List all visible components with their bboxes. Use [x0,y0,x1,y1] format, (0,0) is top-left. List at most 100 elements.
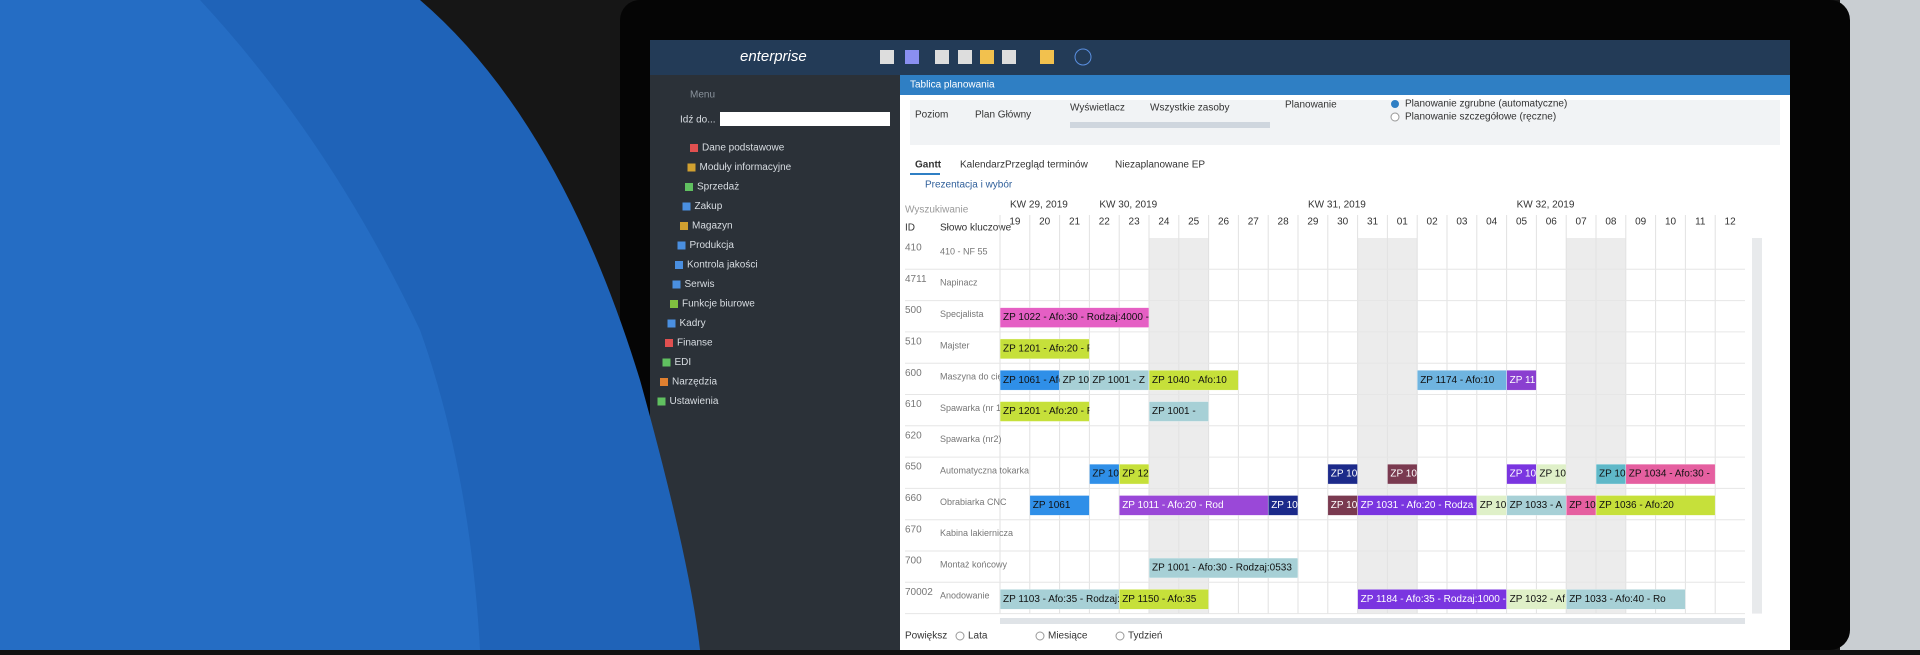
task-bar[interactable] [1149,401,1209,422]
task-bar[interactable] [1357,495,1477,516]
task-bar[interactable] [1000,401,1090,422]
radio[interactable] [1390,112,1400,122]
task[interactable]: ZP 1184 - Afo:35 - Rodzaj:1000 - Sw [1357,589,1524,610]
task[interactable]: ZP 10 [1596,464,1626,485]
task-bar[interactable] [1119,495,1269,516]
menu-item[interactable]: Kontrola jakości [687,260,758,271]
task[interactable]: ZP 1061 - Afo [1000,370,1064,391]
task-bar[interactable] [1357,589,1507,610]
task[interactable]: ZP 10 [1387,464,1418,485]
task-bar[interactable] [1000,338,1090,359]
task-bar[interactable] [1476,495,1507,516]
radio[interactable] [955,631,965,641]
task[interactable]: ZP 1016 [1268,495,1309,516]
task[interactable]: ZP 1001 - Afo:30 - Rodzaj:0533 [1149,558,1298,578]
task[interactable]: ZP 10 [1536,464,1567,485]
task[interactable]: ZP 1034 [1566,495,1607,516]
task[interactable]: ZP 1033 - Afo:40 - Ro [1566,589,1686,610]
task[interactable]: ZP 1027 [1327,495,1369,516]
task[interactable]: ZP 11 [1506,370,1537,391]
menu-item[interactable]: Serwis [685,279,715,290]
task-bar[interactable] [1119,464,1149,485]
search-box[interactable] [720,112,890,126]
task[interactable]: ZP 1001 - Z [1089,370,1150,391]
menu-item[interactable]: EDI [675,357,692,368]
task-bar[interactable] [1417,370,1507,391]
section-title[interactable]: Prezentacja i wybór [925,180,1013,191]
task[interactable]: ZP 1001 - [1149,401,1209,422]
radio[interactable] [1391,100,1399,108]
task-bar[interactable] [1625,464,1716,485]
task[interactable]: ZP 1201 - Afo:20 - Rodzaj:10 [1000,401,1132,422]
task[interactable]: ZP 1032 - Af [1506,589,1567,610]
menu-item[interactable]: Narzędzia [672,377,717,388]
menu-item[interactable]: Ustawienia [670,396,719,407]
menu-item[interactable]: Finanse [677,338,713,349]
task[interactable]: ZP 1033 - A [1506,495,1567,516]
task[interactable]: ZP 10 [1506,464,1537,485]
task[interactable]: ZP 1201 - Afo:20 - Rodzaj:10 [1000,338,1132,359]
task-bar[interactable] [1149,558,1298,578]
task-bar[interactable] [1506,370,1537,391]
task[interactable]: ZP 1022 - Afo:30 - Rodzaj:4000 - Sw [1000,307,1166,328]
task-bar[interactable] [1029,495,1090,516]
task-bar[interactable] [1596,495,1716,516]
task[interactable]: ZP 10 [1327,464,1358,485]
menu-item[interactable]: Produkcja [690,240,735,251]
view-tab[interactable]: Gantt [915,160,942,171]
task[interactable]: ZP 1034 - Afo:30 - [1625,464,1716,485]
task-bar[interactable] [1089,370,1150,391]
task[interactable]: ZP 1031 - Afo:20 - Rodza [1357,495,1477,516]
task[interactable]: ZP 1150 - Afo:35 [1119,589,1209,610]
menu-item[interactable]: Zakup [695,201,723,212]
task-bar[interactable] [1566,589,1686,610]
task[interactable]: ZP 1174 - Afo:10 [1417,370,1507,391]
task-bar[interactable] [1059,370,1090,391]
radio[interactable] [1115,631,1125,641]
task-bar[interactable] [1000,589,1120,610]
task-bar[interactable] [1536,464,1567,485]
task-bar[interactable] [1596,464,1626,485]
view-tab[interactable]: Przegląd terminów [1005,160,1089,171]
radio-label[interactable]: Lata [968,631,988,642]
task[interactable]: ZP 1036 - Afo:20 [1596,495,1716,516]
task[interactable]: ZP 1032 [1476,495,1518,516]
task[interactable]: ZP 10 [1089,464,1120,485]
task[interactable]: ZP 1040 - Afo:10 [1149,370,1239,391]
task[interactable]: ZP 1103 - Afo:35 - Rodzaj:1000 - Sw [1000,589,1166,610]
menu-item[interactable]: Magazyn [692,221,733,232]
filter-value[interactable]: Wszystkie zasoby [1150,103,1229,114]
task-bar[interactable] [1089,464,1120,485]
task-bar[interactable] [1506,495,1567,516]
task[interactable]: ZP 1001 - Z [1059,370,1116,391]
task-bar[interactable] [1506,589,1567,610]
task[interactable]: ZP 1061 [1029,495,1090,516]
menu-item[interactable]: Sprzedaż [697,182,739,193]
task-bar[interactable] [1119,589,1209,610]
task-bar[interactable] [1506,464,1537,485]
menu-item[interactable]: Kadry [680,318,706,329]
menu-item[interactable]: Moduły informacyjne [700,162,792,173]
task[interactable]: ZP 120 [1119,464,1154,485]
view-tab[interactable]: Kalendarz [960,160,1005,171]
task-bar[interactable] [1327,464,1358,485]
task-bar[interactable] [1000,307,1149,328]
radio-label[interactable]: Planowanie zgrubne (automatyczne) [1405,99,1567,110]
task-label: ZP 1001 - Afo:30 - Rodzaj:0533 [1152,563,1292,574]
task-bar[interactable] [1268,495,1298,516]
filter-value[interactable]: Plan Główny [975,110,1031,121]
task-bar[interactable] [1387,464,1418,485]
task-bar[interactable] [1327,495,1358,516]
task[interactable]: ZP 1011 - Afo:20 - Rod [1119,495,1269,516]
menu-item[interactable]: Funkcje biurowe [682,299,755,310]
view-tab[interactable]: Niezaplanowane EP [1115,160,1205,171]
task-bar[interactable] [1566,495,1596,516]
radio-label[interactable]: Planowanie szczegółowe (ręczne) [1405,112,1556,123]
radio-label[interactable]: Tydzień [1128,631,1162,642]
task-bar[interactable] [1149,370,1239,391]
menu-item[interactable]: Dane podstawowe [702,143,785,154]
tab-title[interactable]: Tablica planowania [910,80,995,91]
radio-label[interactable]: Miesiące [1048,631,1088,642]
radio[interactable] [1035,631,1045,641]
task-bar[interactable] [1000,370,1060,391]
